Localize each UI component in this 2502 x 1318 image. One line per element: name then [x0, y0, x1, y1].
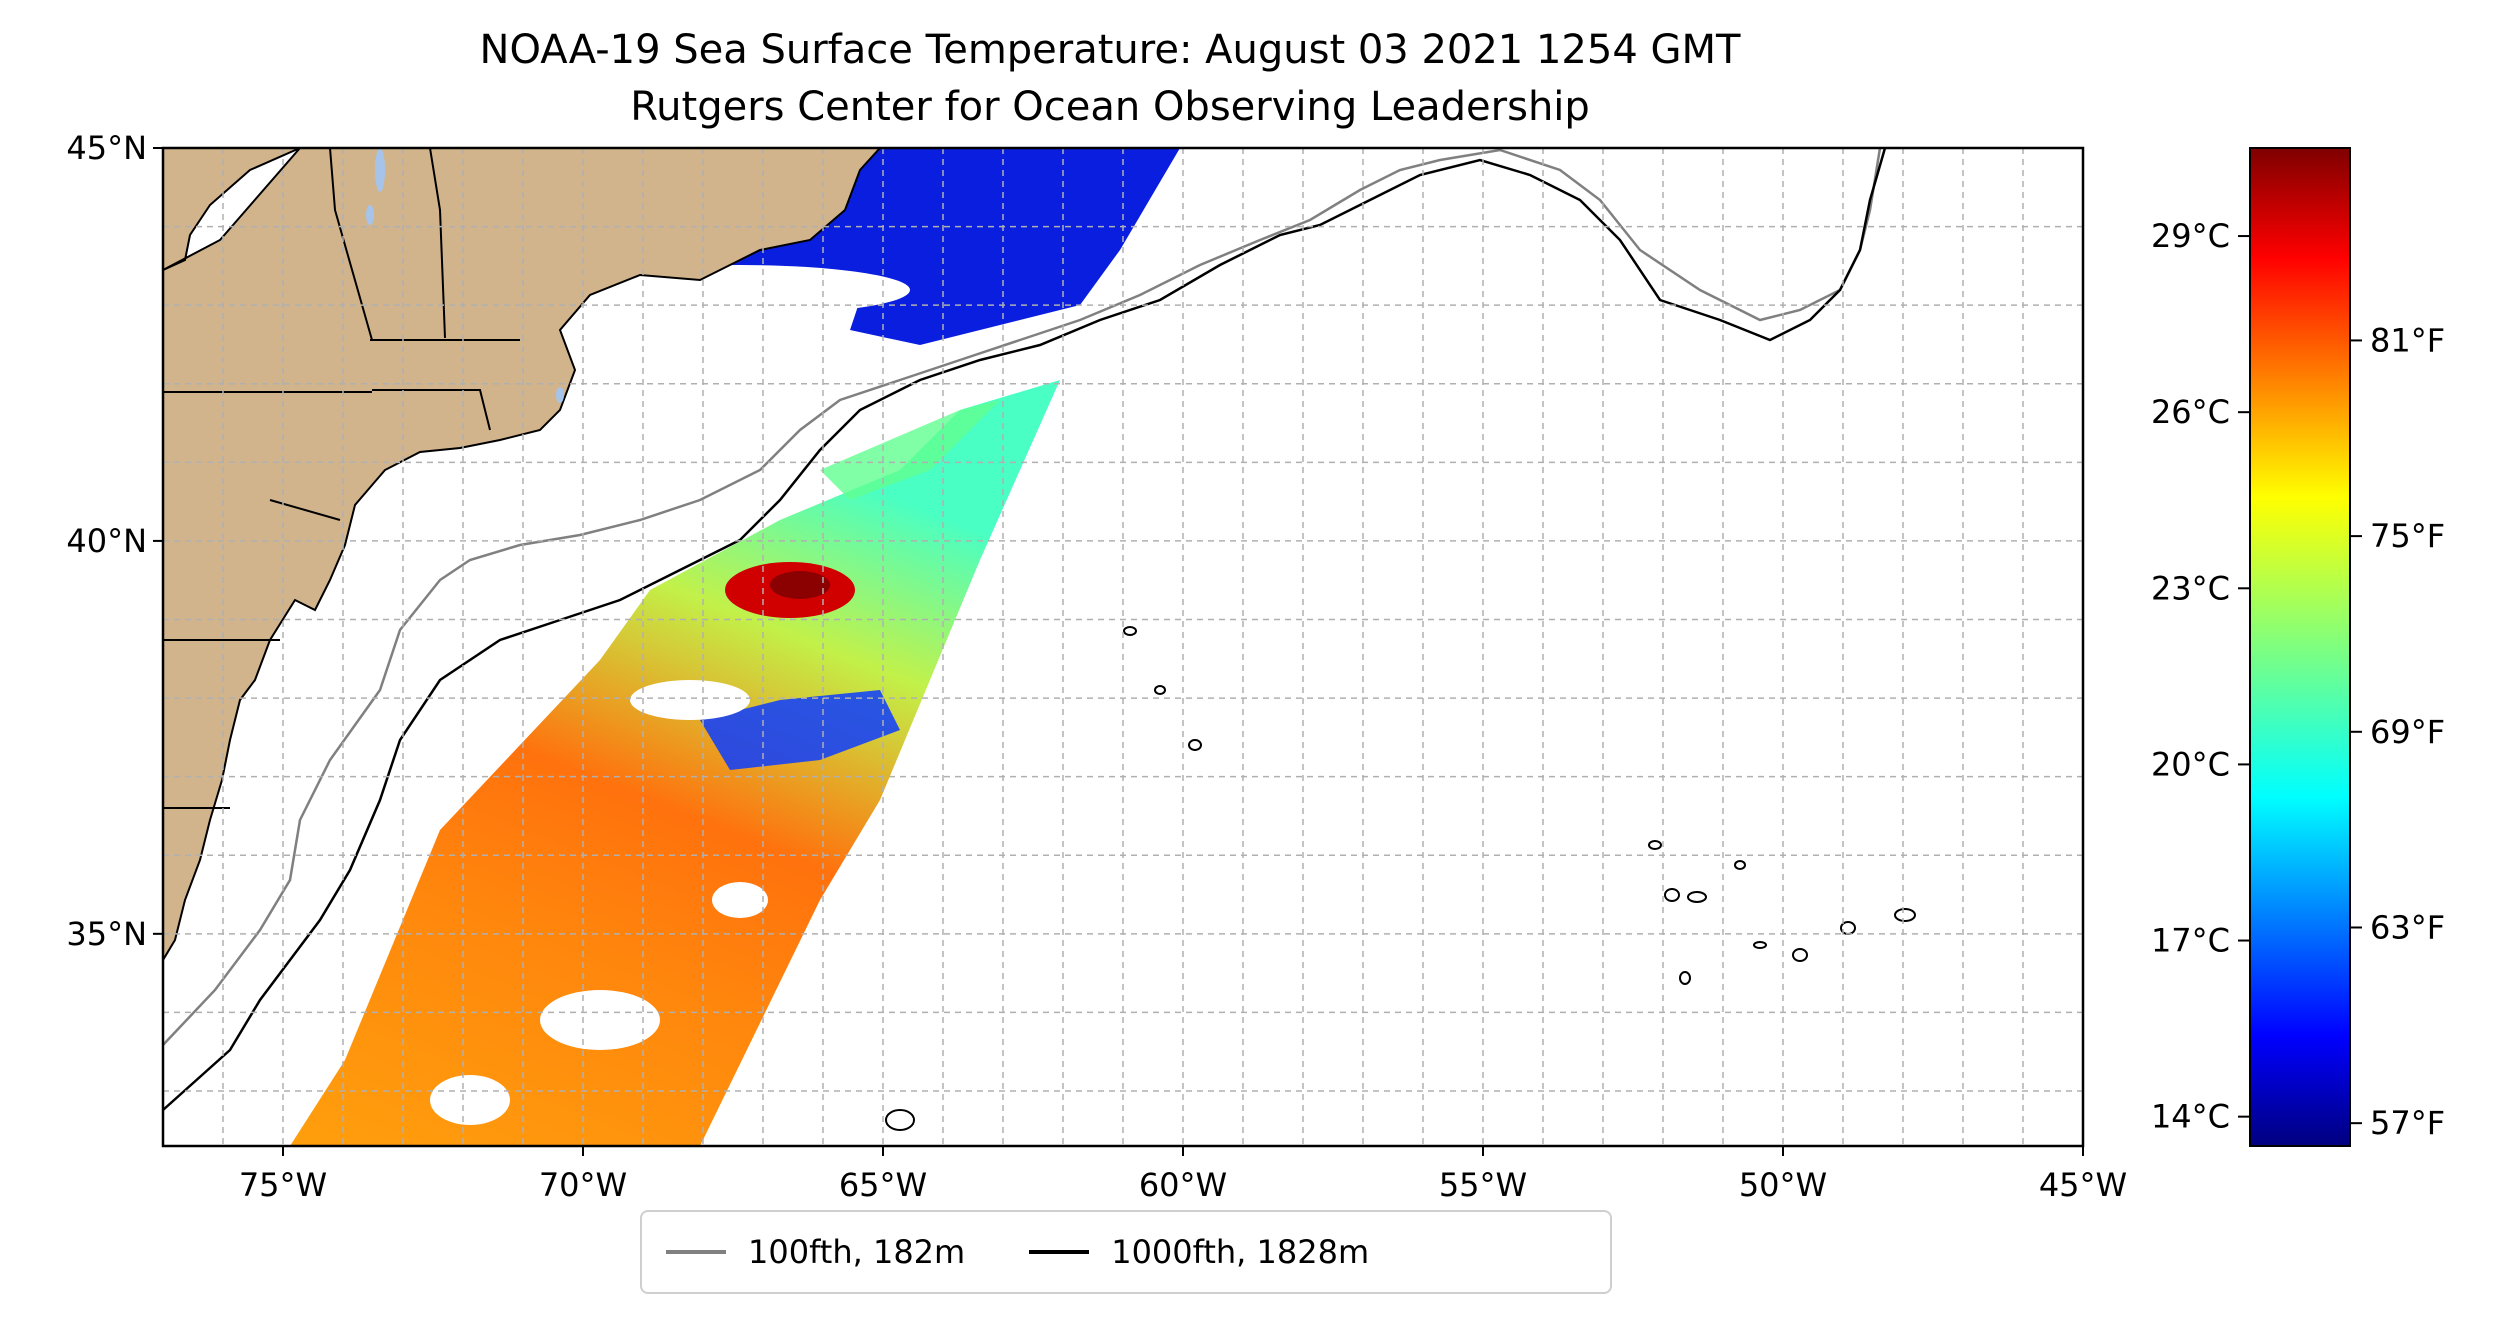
lon-tick-label: 55°W	[1439, 1166, 1527, 1204]
lon-tick-label: 75°W	[239, 1166, 327, 1204]
legend-swatch-gray	[666, 1250, 726, 1254]
contour-1000fth	[163, 148, 1887, 1111]
legend-item-1000fth: 1000fth, 1828m	[1029, 1233, 1369, 1271]
colorbar	[2249, 147, 2351, 1147]
lon-tick-label: 70°W	[539, 1166, 627, 1204]
legend-label: 1000fth, 1828m	[1111, 1233, 1370, 1271]
lat-tick-label: 35°N	[66, 915, 147, 953]
fahrenheit-tick-label: 63°F	[2370, 908, 2445, 946]
sst-swath-warm	[290, 380, 1060, 1146]
lon-tick-label: 65°W	[839, 1166, 927, 1204]
lon-tick-label: 45°W	[2039, 1166, 2127, 1204]
lon-tick-label: 60°W	[1139, 1166, 1227, 1204]
cloud-gap	[430, 1075, 510, 1125]
legend: 100fth, 182m 1000fth, 1828m	[640, 1210, 1612, 1294]
contour-100fth	[163, 148, 1882, 1046]
fahrenheit-tick-label: 57°F	[2370, 1104, 2445, 1142]
lon-tick-label: 50°W	[1739, 1166, 1827, 1204]
fahrenheit-tick-label: 81°F	[2370, 321, 2445, 359]
map-area	[163, 148, 2083, 1146]
sst-hotspot-core	[770, 571, 830, 599]
celsius-tick-label: 29°C	[2151, 217, 2230, 255]
legend-item-100fth: 100fth, 182m	[666, 1233, 965, 1271]
lat-tick-label: 40°N	[66, 522, 147, 560]
lakes	[366, 148, 564, 403]
colorbar-ticks: 29°C 26°C 23°C 20°C 17°C 14°C 81°F 75°F 69°F 63°F…	[2151, 217, 2445, 1142]
celsius-tick-label: 26°C	[2151, 393, 2230, 431]
state-borders	[163, 148, 520, 809]
celsius-tick-label: 23°C	[2151, 569, 2230, 607]
legend-label: 100fth, 182m	[748, 1233, 966, 1271]
map-frame	[161, 146, 2085, 1148]
sst-shelf-front	[820, 400, 1000, 500]
cloud-gap	[540, 990, 660, 1050]
celsius-tick-label: 17°C	[2151, 922, 2230, 960]
lat-tick-label: 45°N	[66, 129, 147, 167]
map-subtitle: Rutgers Center for Ocean Observing Leade…	[630, 84, 1590, 130]
gridlines	[163, 148, 2083, 1146]
sst-cold-patch	[700, 690, 900, 770]
axis-ticks: 75°W 70°W 65°W 60°W 55°W 50°W 45°W 45°N 40°N 35°N	[66, 129, 2127, 1204]
legend-swatch-black	[1029, 1250, 1090, 1254]
celsius-tick-label: 14°C	[2151, 1098, 2230, 1136]
fahrenheit-tick-label: 75°F	[2370, 517, 2445, 555]
cloud-gap	[630, 680, 750, 720]
fahrenheit-tick-label: 69°F	[2370, 713, 2445, 751]
map-title: NOAA-19 Sea Surface Temperature: August …	[479, 27, 1741, 73]
celsius-tick-label: 20°C	[2151, 745, 2230, 783]
cloud-gap	[570, 265, 910, 315]
seamounts	[885, 626, 1916, 1131]
cloud-gap	[712, 882, 768, 918]
